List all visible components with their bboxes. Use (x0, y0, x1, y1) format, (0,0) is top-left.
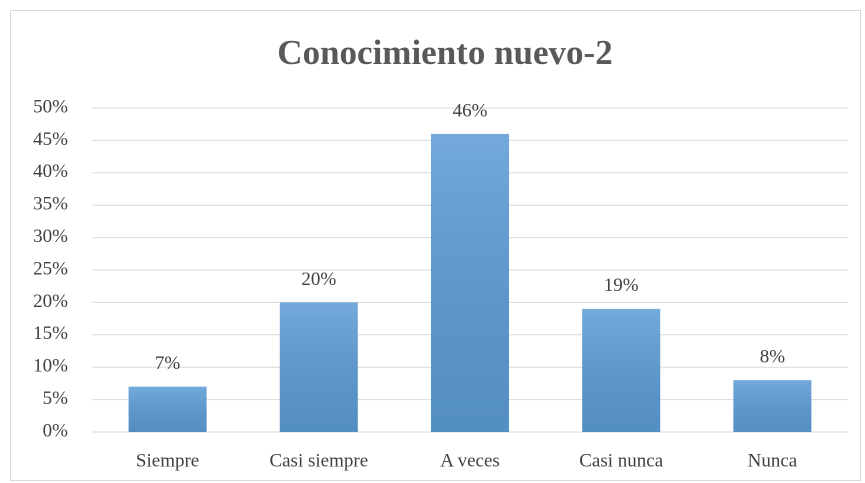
y-tick-label: 40% (33, 161, 68, 182)
chart-title: Conocimiento nuevo-2 (277, 33, 612, 72)
x-tick-label: A veces (440, 450, 500, 471)
bar-shade (431, 133, 509, 433)
bar-shade (582, 308, 661, 432)
data-label: 8% (760, 347, 786, 368)
bar-shade (128, 386, 207, 432)
bar-shade (733, 380, 812, 432)
y-tick-label: 45% (33, 129, 68, 150)
data-label: 20% (301, 269, 336, 290)
data-label: 19% (604, 275, 639, 296)
y-tick-label: 25% (33, 258, 68, 279)
y-tick-label: 0% (43, 420, 69, 441)
x-tick-label: Casi nunca (579, 450, 663, 471)
bar-shade (279, 302, 358, 432)
y-tick-label: 50% (33, 96, 68, 117)
y-tick-label: 10% (33, 356, 68, 377)
y-tick-label: 30% (33, 226, 68, 247)
x-tick-label: Nunca (748, 450, 798, 471)
x-tick-label: Casi siempre (269, 450, 368, 471)
x-tick-label: Siempre (136, 450, 199, 471)
data-label: 7% (155, 353, 181, 374)
y-tick-label: 35% (33, 194, 68, 215)
y-tick-label: 15% (33, 323, 68, 344)
y-tick-label: 5% (43, 388, 69, 409)
data-label: 46% (453, 100, 488, 121)
y-tick-label: 20% (33, 291, 68, 312)
